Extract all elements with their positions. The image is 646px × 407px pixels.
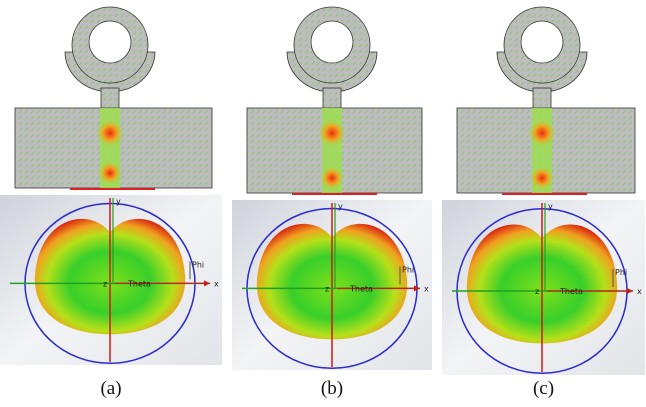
antenna-neck [101, 88, 119, 110]
phi-label: Phi [192, 260, 204, 269]
hotspot [98, 161, 122, 185]
theta-label: Theta [349, 284, 373, 293]
x-label: x [637, 287, 642, 296]
z-label: z [103, 279, 107, 288]
current-distribution [232, 4, 432, 196]
y-label: y [548, 202, 553, 211]
phi-label: Phi [615, 268, 627, 277]
z-label: z [325, 284, 329, 293]
phi-label: Phi [402, 265, 414, 274]
y-label: y [338, 202, 343, 211]
antenna-hole [89, 21, 131, 63]
panel: y z Theta Phi x (b) [232, 4, 432, 399]
antenna-hole [521, 21, 563, 63]
y-label: y [116, 197, 121, 206]
radiation-pattern: y z Theta Phi x [0, 195, 222, 365]
panels: y z Theta Phi x (a) y z Theta Phi x (b) y z Theta Phi x (… [0, 4, 645, 399]
radiation-pattern: y z Theta Phi x [232, 200, 432, 370]
figure: y z Theta Phi x (a) y z Theta Phi x (b) y z Theta Phi x (… [0, 0, 646, 407]
current-distribution [442, 4, 645, 196]
hotspot [528, 119, 556, 147]
radiation-pattern: y z Theta Phi x [442, 200, 645, 375]
antenna-hole [311, 21, 353, 63]
panel: y z Theta Phi x (c) [442, 4, 645, 399]
x-label: x [214, 279, 219, 288]
current-distribution [0, 4, 222, 191]
caption: (a) [100, 378, 121, 399]
hotspot [530, 166, 554, 190]
hotspot [318, 119, 346, 147]
theta-label: Theta [559, 287, 583, 296]
antenna-neck [323, 88, 341, 110]
caption: (b) [321, 378, 343, 399]
caption: (c) [533, 378, 554, 399]
panel: y z Theta Phi x (a) [0, 4, 222, 399]
theta-label: Theta [127, 279, 151, 288]
x-label: x [424, 284, 429, 293]
antenna-neck [533, 88, 551, 110]
hotspot [320, 166, 344, 190]
hotspot [96, 119, 124, 147]
z-label: z [535, 287, 539, 296]
